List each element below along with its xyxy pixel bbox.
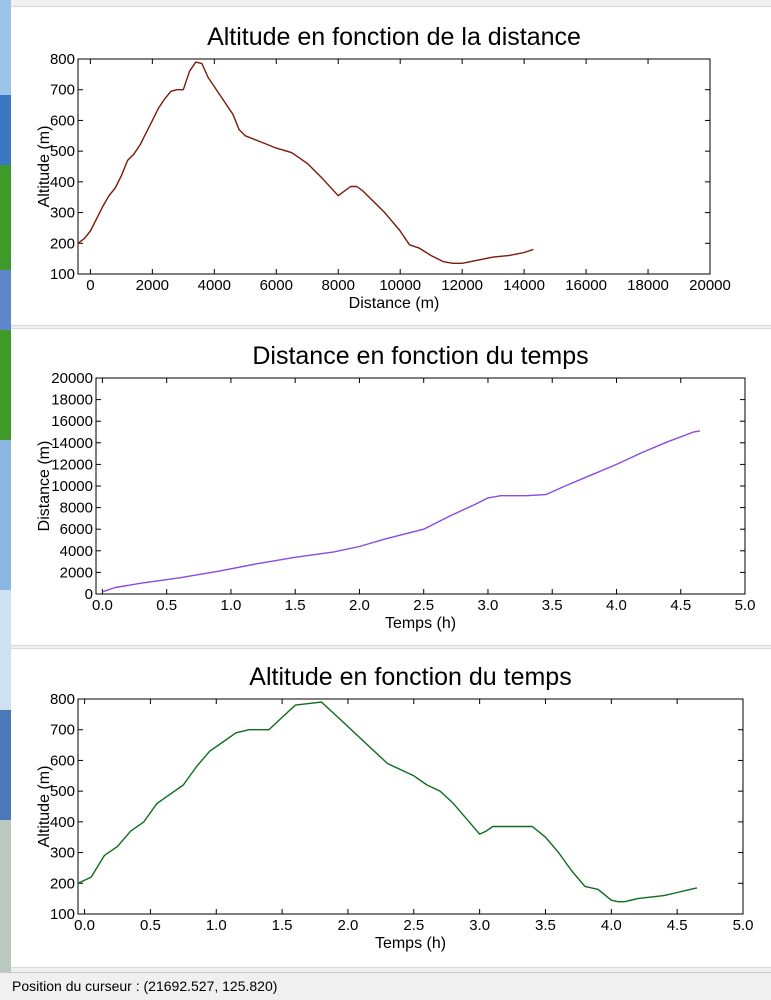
x-tick-label: 4.5 [667, 917, 688, 934]
chart-distance-time: Distance en fonction du temps 0.0 0.5 1.0 1.… [11, 328, 771, 646]
chart-altitude-time: Altitude en fonction du temps 0.0 0.5 1.0 1.… [11, 648, 771, 968]
strip-block [0, 0, 11, 95]
x-tick-label: 4.0 [601, 917, 622, 934]
y-tick-label: 800 [50, 691, 75, 708]
plot-area [95, 377, 746, 595]
y-tick-label: 2000 [60, 564, 93, 581]
x-tick-label: 18000 [627, 277, 669, 294]
x-tick-label: 3.5 [542, 597, 563, 614]
x-tick-label: 2.0 [349, 597, 370, 614]
y-tick-label: 800 [50, 51, 75, 68]
x-tick-label: 8000 [322, 277, 355, 294]
x-axis-label: Temps (h) [385, 615, 456, 632]
y-tick-label: 16000 [51, 413, 93, 430]
x-tick-label: 2.0 [338, 917, 359, 934]
chart-altitude-time-svg: Altitude en fonction du temps 0.0 0.5 1.0 1.… [36, 663, 754, 952]
x-tick-label: 3.5 [535, 917, 556, 934]
plot-area [77, 698, 744, 915]
x-tick-label: 0 [86, 277, 94, 294]
y-tick-label: 600 [50, 752, 75, 769]
y-tick-label: 200 [50, 235, 75, 252]
chart-altitude-distance: Altitude en fonction de la distance 0 2000… [11, 6, 771, 326]
x-axis-label: Distance (m) [349, 295, 440, 312]
strip-block [0, 590, 11, 710]
y-tick-label: 18000 [51, 392, 93, 409]
x-tick-label: 4.0 [606, 597, 627, 614]
y-axis-label: Altitude (m) [36, 126, 53, 208]
y-axis-label: Distance (m) [36, 441, 53, 532]
chart-altitude-distance-svg: Altitude en fonction de la distance 0 2000… [36, 23, 731, 312]
y-tick-label: 10000 [51, 478, 93, 495]
x-tick-label: 16000 [565, 277, 607, 294]
y-tick-label: 0 [85, 586, 93, 603]
y-tick-label: 700 [50, 722, 75, 739]
y-tick-label: 100 [50, 906, 75, 923]
y-tick-label: 600 [50, 112, 75, 129]
chart-title: Altitude en fonction du temps [249, 663, 571, 691]
y-tick-label: 500 [50, 783, 75, 800]
cursor-position-text: Position du curseur : (21692.527, 125.82… [12, 978, 278, 994]
y-tick-label: 20000 [51, 370, 93, 387]
strip-block [0, 330, 11, 440]
x-tick-label: 1.5 [272, 917, 293, 934]
x-tick-label: 1.0 [221, 597, 242, 614]
chart-distance-time-svg: Distance en fonction du temps 0.0 0.5 1.0 1.… [36, 342, 756, 632]
x-tick-label: 0.0 [74, 917, 95, 934]
strip-block [0, 165, 11, 270]
y-tick-label: 700 [50, 82, 75, 99]
plot-area [77, 58, 711, 275]
x-tick-label: 0.5 [140, 917, 161, 934]
x-tick-label: 3.0 [478, 597, 499, 614]
chart-title: Distance en fonction du temps [252, 342, 588, 370]
y-tick-label: 400 [50, 814, 75, 831]
y-tick-label: 14000 [51, 435, 93, 452]
x-tick-label: 12000 [441, 277, 483, 294]
strip-block [0, 710, 11, 820]
y-tick-label: 500 [50, 143, 75, 160]
y-tick-label: 12000 [51, 456, 93, 473]
y-tick-label: 300 [50, 845, 75, 862]
strip-block [0, 820, 11, 972]
x-tick-label: 1.5 [285, 597, 306, 614]
x-tick-label: 6000 [260, 277, 293, 294]
series-line-altitude-distance [77, 61, 534, 264]
x-tick-label: 2.5 [403, 917, 424, 934]
x-tick-label: 10000 [379, 277, 421, 294]
x-axis-label: Temps (h) [375, 935, 446, 952]
strip-block [0, 270, 11, 330]
y-tick-label: 4000 [60, 543, 93, 560]
series-line-distance-time [102, 430, 701, 593]
strip-block [0, 440, 11, 590]
y-tick-label: 100 [50, 266, 75, 283]
x-tick-label: 3.0 [469, 917, 490, 934]
strip-block [0, 95, 11, 165]
y-tick-label: 6000 [60, 521, 93, 538]
chart-title: Altitude en fonction de la distance [207, 23, 581, 51]
x-tick-label: 0.5 [156, 597, 177, 614]
x-tick-label: 20000 [689, 277, 731, 294]
x-tick-label: 4.5 [670, 597, 691, 614]
series-line-altitude-time [77, 701, 698, 903]
x-tick-label: 4000 [198, 277, 231, 294]
y-tick-label: 200 [50, 875, 75, 892]
y-tick-label: 8000 [60, 500, 93, 517]
x-tick-label: 14000 [503, 277, 545, 294]
y-axis-label: Altitude (m) [36, 766, 53, 848]
x-tick-label: 1.0 [206, 917, 227, 934]
x-tick-label: 5.0 [733, 917, 754, 934]
x-tick-label: 2.5 [413, 597, 434, 614]
x-tick-label: 2000 [136, 277, 169, 294]
y-tick-label: 400 [50, 174, 75, 191]
status-bar: Position du curseur : (21692.527, 125.82… [0, 972, 771, 1000]
x-tick-label: 5.0 [735, 597, 756, 614]
x-tick-label: 0.0 [92, 597, 113, 614]
y-tick-label: 300 [50, 205, 75, 222]
left-window-strip [0, 0, 11, 972]
